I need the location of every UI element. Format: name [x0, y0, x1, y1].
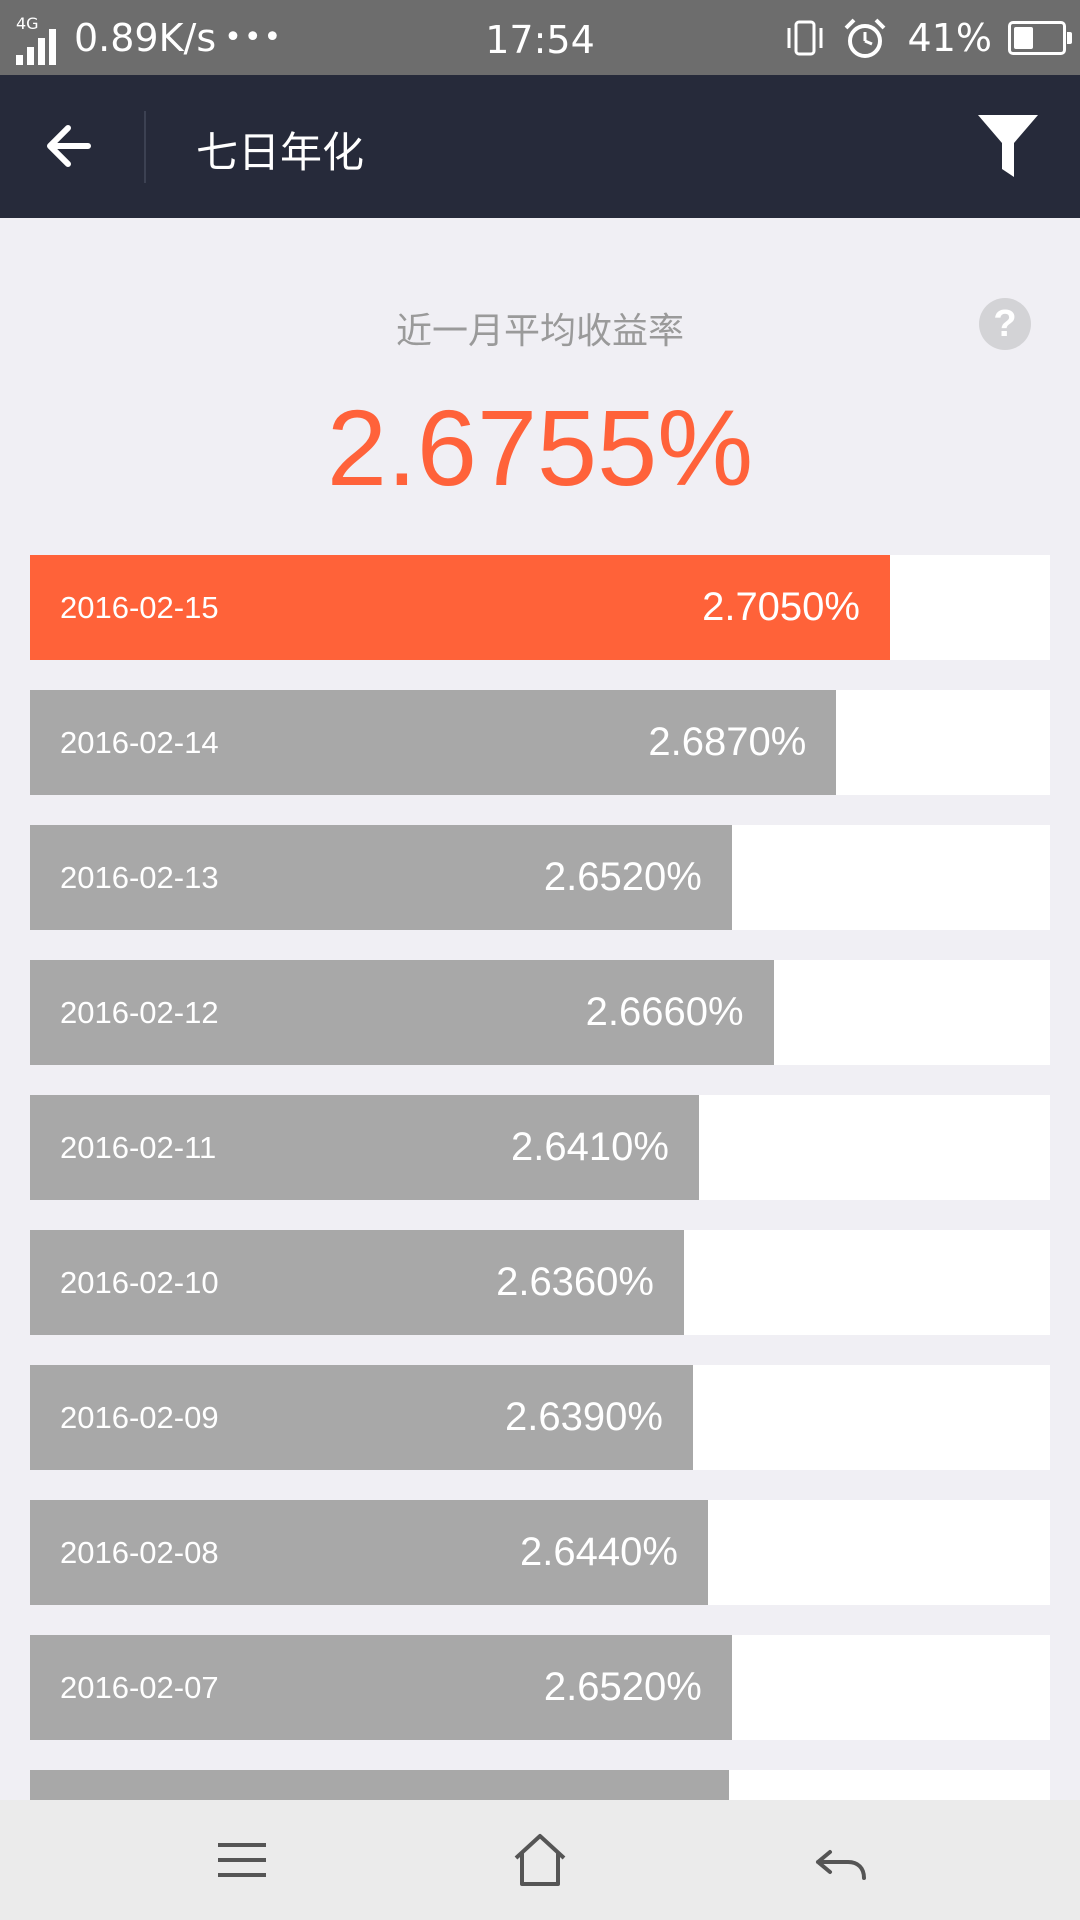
battery-percent: 41% [907, 15, 992, 60]
rate-row[interactable]: 2016-02-09 2.6390% [30, 1365, 1050, 1470]
rate-value: 2.6660% [585, 990, 744, 1034]
rate-date: 2016-02-11 [60, 1130, 217, 1165]
rate-date: 2016-02-08 [60, 1535, 219, 1570]
battery-fill [1014, 26, 1033, 49]
signal-icon [16, 27, 60, 65]
rate-row[interactable]: 2016-02-12 2.6660% [30, 960, 1050, 1065]
rate-bar [30, 1770, 729, 1800]
rate-value: 2.6520% [543, 855, 702, 899]
rate-row[interactable]: 2016-02-07 2.6520% [30, 1635, 1050, 1740]
rate-bar [30, 1365, 693, 1470]
rate-bar [30, 960, 774, 1065]
rate-date: 2016-02-12 [60, 995, 219, 1030]
rate-bar [30, 1635, 732, 1740]
status-left: 4G 0.89K/s ••• [14, 0, 283, 75]
page-title: 七日年化 [196, 129, 365, 176]
rate-value: 2.6390% [505, 1395, 663, 1439]
menu-icon[interactable] [212, 1830, 272, 1890]
rate-value: 2.6360% [496, 1260, 654, 1304]
rate-list: 2016-02-15 2.7050% 2016-02-14 2.6870% 2016-0… [30, 555, 1050, 1800]
rate-value: 2.6440% [519, 1530, 678, 1574]
return-icon[interactable] [810, 1830, 870, 1890]
rate-row[interactable]: 2016-02-14 2.6870% [30, 690, 1050, 795]
rate-value: 2.6520% [543, 1665, 702, 1709]
status-right: 41% [782, 0, 1072, 75]
rate-row[interactable]: 2016-02-13 2.6520% [30, 825, 1050, 930]
vibrate-icon [787, 20, 823, 55]
rate-value: 2.6410% [511, 1125, 669, 1169]
battery-icon [1008, 20, 1072, 55]
rate-date: 2016-02-06 [60, 1770, 219, 1800]
rate-date: 2016-02-15 [60, 590, 219, 625]
rate-value: 2.7050% [702, 585, 860, 629]
rate-date: 2016-02-14 [60, 725, 219, 760]
rate-bar [30, 690, 837, 795]
app-bar: 七日年化 [0, 75, 1080, 218]
app-bar-divider [144, 111, 146, 183]
rate-row[interactable]: 2016-02-10 2.6360% [30, 1230, 1050, 1335]
rate-bar [30, 1095, 699, 1200]
alarm-icon [844, 18, 885, 58]
rate-date: 2016-02-13 [60, 860, 219, 895]
rate-value: 2.6870% [648, 720, 807, 764]
home-icon[interactable] [510, 1830, 570, 1890]
rate-date: 2016-02-07 [60, 1670, 219, 1705]
rate-row[interactable]: 2016-02-15 2.7050% [30, 555, 1050, 660]
status-time: 17:54 [485, 18, 595, 62]
arrow-left-icon[interactable] [40, 111, 110, 181]
nav-bar [0, 1800, 1080, 1920]
summary-value: 2.6755% [326, 387, 754, 508]
rate-bar [30, 555, 890, 660]
question-icon[interactable]: ? [979, 298, 1031, 350]
rate-row[interactable]: 2016-02-08 2.6440% [30, 1500, 1050, 1605]
filter-icon[interactable] [976, 111, 1040, 181]
rate-row[interactable]: 2016-02-06 [30, 1770, 1050, 1800]
network-type: 4G [16, 14, 39, 33]
rate-bar [30, 825, 732, 930]
status-bar: 4G 0.89K/s ••• 17:54 41% [0, 0, 1080, 75]
rate-row[interactable]: 2016-02-11 2.6410% [30, 1095, 1050, 1200]
rate-bar [30, 1230, 684, 1335]
net-speed: 0.89K/s [74, 15, 217, 60]
more-dots: ••• [224, 20, 284, 55]
rate-date: 2016-02-10 [60, 1265, 219, 1300]
rate-date: 2016-02-09 [60, 1400, 219, 1435]
rate-bar [30, 1500, 708, 1605]
summary-label: 近一月平均收益率 [395, 310, 684, 351]
